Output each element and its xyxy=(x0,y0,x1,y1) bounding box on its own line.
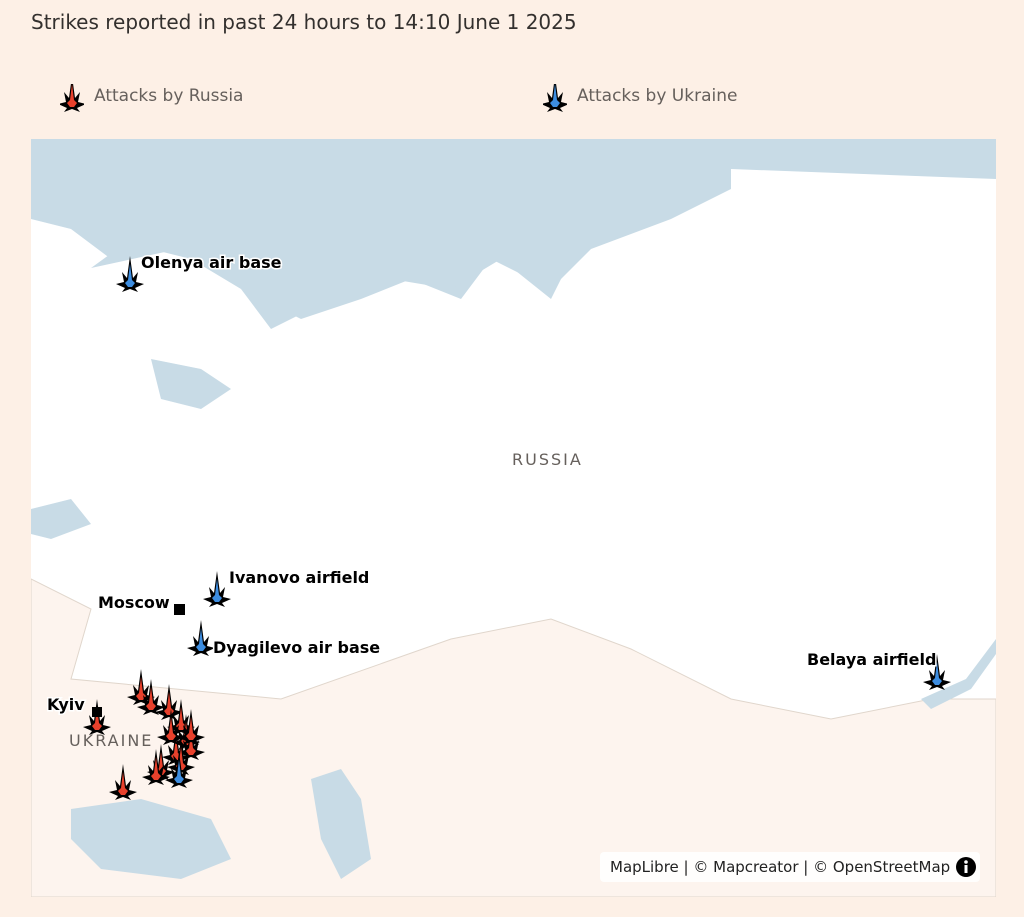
attribution: MapLibre | © Mapcreator | © OpenStreetMa… xyxy=(600,852,980,882)
place-label: Olenya air base xyxy=(141,253,282,272)
legend-icon-russia xyxy=(60,84,84,112)
place-label: Ivanovo airfield xyxy=(229,568,369,587)
region-label: UKRAINE xyxy=(69,731,153,750)
map: Olenya air base Ivanovo airfield Moscow … xyxy=(31,139,996,897)
place-label: Dyagilevo air base xyxy=(213,638,380,657)
legend-russia: Attacks by Russia xyxy=(94,86,244,106)
place-label: Belaya airfield xyxy=(807,650,936,669)
legend-ukraine: Attacks by Ukraine xyxy=(577,86,738,106)
city-marker xyxy=(174,604,185,615)
info-button[interactable] xyxy=(955,856,977,878)
legend-icon-ukraine xyxy=(543,84,567,112)
region-label: RUSSIA xyxy=(512,450,583,469)
title: Strikes reported in past 24 hours to 14:… xyxy=(31,10,577,34)
city-marker xyxy=(92,707,102,717)
place-label: Moscow xyxy=(98,593,170,612)
place-label: Kyiv xyxy=(47,695,85,714)
